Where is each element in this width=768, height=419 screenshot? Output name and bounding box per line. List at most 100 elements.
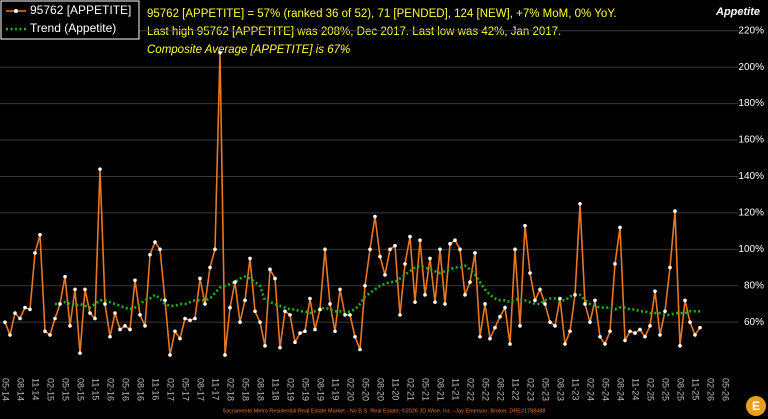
x-tick-label: 02-25 [646,378,656,401]
y-tick-label: 200% [738,62,764,73]
x-tick-label: 02-26 [706,378,716,401]
data-point [563,342,567,346]
data-point [133,278,137,283]
x-tick-label: 02-15 [46,378,56,401]
y-tick-label: 60% [744,317,764,328]
chart-title: Appetite [715,6,760,18]
data-point [258,320,262,324]
legend: 95762 [APPETITE] Trend (Appetite) [0,0,140,40]
data-point [643,334,647,339]
data-point [298,331,302,335]
data-point [373,214,377,219]
data-point [108,334,112,339]
data-point [593,298,597,303]
annotation: 95762 [APPETITE] = 57% (ranked 36 of 52)… [147,8,617,20]
data-point [243,298,247,303]
data-point [398,313,402,317]
x-tick-label: 11-15 [91,378,101,400]
data-point [638,327,642,332]
data-point [378,254,382,259]
x-tick-label: 05-26 [721,378,731,401]
x-tick-label: 11-20 [391,378,401,400]
data-point [438,247,442,252]
data-point [313,327,317,332]
x-tick-label: 02-23 [526,378,536,401]
data-point [603,342,607,346]
data-point [533,298,537,303]
data-point [193,316,197,321]
data-point [323,247,327,252]
data-point [353,334,357,339]
data-point [103,302,107,306]
data-point [558,296,562,301]
x-tick-label: 08-22 [496,378,506,401]
data-point [633,331,637,335]
data-point [198,276,202,281]
svg-text:E: E [752,399,760,413]
x-tick-label: 05-24 [601,378,611,401]
data-point [343,313,347,317]
data-point [263,344,267,348]
data-point [118,327,122,332]
data-point [483,302,487,306]
data-point [253,309,257,314]
x-tick-label: 02-24 [586,378,596,401]
data-point [138,313,142,317]
x-tick-label: 11-21 [451,378,461,400]
data-point [383,273,387,277]
data-point [93,316,97,321]
data-point [58,302,62,306]
data-point [48,333,52,337]
data-point [43,329,47,334]
y-tick-label: 100% [738,244,764,255]
data-point [538,287,542,292]
x-tick-label: 05-25 [661,378,671,401]
data-point [233,280,237,284]
data-point [468,280,472,284]
data-point [583,302,587,306]
data-point [403,262,407,266]
data-point [598,334,602,339]
data-point [288,313,292,317]
x-tick-label: 05-21 [421,378,431,401]
data-point [98,167,102,171]
data-point [128,327,132,332]
data-point [418,238,422,243]
x-tick-label: 05-22 [481,378,491,401]
data-point [683,298,687,303]
data-point [143,324,147,328]
data-point [523,223,527,228]
y-tick-label: 220% [738,25,764,36]
data-point [648,324,652,328]
data-point [63,274,67,279]
data-point [338,287,342,292]
data-point [543,302,547,306]
data-point [618,225,622,230]
data-point [673,209,677,213]
y-tick-label: 140% [738,171,764,182]
x-tick-label: 02-19 [286,378,296,401]
data-point [363,283,367,288]
data-point [178,336,182,341]
data-point [293,340,297,345]
data-point [698,325,702,330]
x-tick-label: 08-21 [436,378,446,401]
data-point [123,324,127,328]
data-point [433,300,437,304]
x-tick-label: 08-20 [376,378,386,401]
data-point [568,329,572,334]
x-tick-label: 11-14 [31,378,41,400]
x-tick-label: 02-22 [466,378,476,401]
data-point [368,247,372,252]
x-tick-label: 02-18 [226,378,236,401]
data-point [73,287,77,292]
data-point [578,201,582,206]
data-point [3,320,7,324]
data-point [478,334,482,339]
data-point [218,50,222,55]
data-point [33,251,37,255]
data-point [268,267,272,272]
